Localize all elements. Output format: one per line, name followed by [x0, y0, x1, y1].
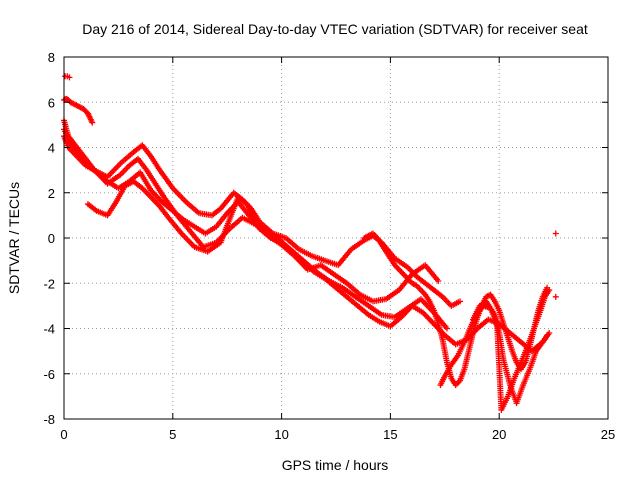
y-tick-label: 2 [48, 186, 55, 201]
x-tick-label: 15 [383, 427, 397, 442]
data-point [443, 325, 450, 332]
x-tick-label: 0 [60, 427, 67, 442]
x-tick-label: 5 [169, 427, 176, 442]
x-tick-label: 20 [492, 427, 506, 442]
y-tick-label: 6 [48, 95, 55, 110]
y-tick-label: -8 [43, 412, 55, 427]
data-points [61, 73, 559, 413]
axis-ticks: 0 5 10 15 20 25 -8 -6 -4 -2 0 2 4 6 8 [43, 50, 615, 442]
y-tick-label: -4 [43, 322, 55, 337]
data-point [546, 287, 553, 294]
x-tick-label: 10 [274, 427, 288, 442]
data-point [66, 74, 73, 81]
y-tick-label: 0 [48, 231, 55, 246]
y-tick-label: 8 [48, 50, 55, 65]
x-tick-label: 25 [601, 427, 615, 442]
data-point [544, 332, 551, 339]
y-axis-label: SDTVAR / TECUs [6, 182, 22, 294]
y-tick-label: 4 [48, 141, 55, 156]
x-axis-label: GPS time / hours [282, 457, 389, 473]
data-point [552, 293, 559, 300]
data-point [89, 119, 96, 126]
y-tick-label: -2 [43, 276, 55, 291]
data-point [435, 277, 442, 284]
data-point [457, 298, 464, 305]
chart-title: Day 216 of 2014, Sidereal Day-to-day VTE… [82, 21, 588, 37]
y-tick-label: -6 [43, 367, 55, 382]
data-point [552, 230, 559, 237]
